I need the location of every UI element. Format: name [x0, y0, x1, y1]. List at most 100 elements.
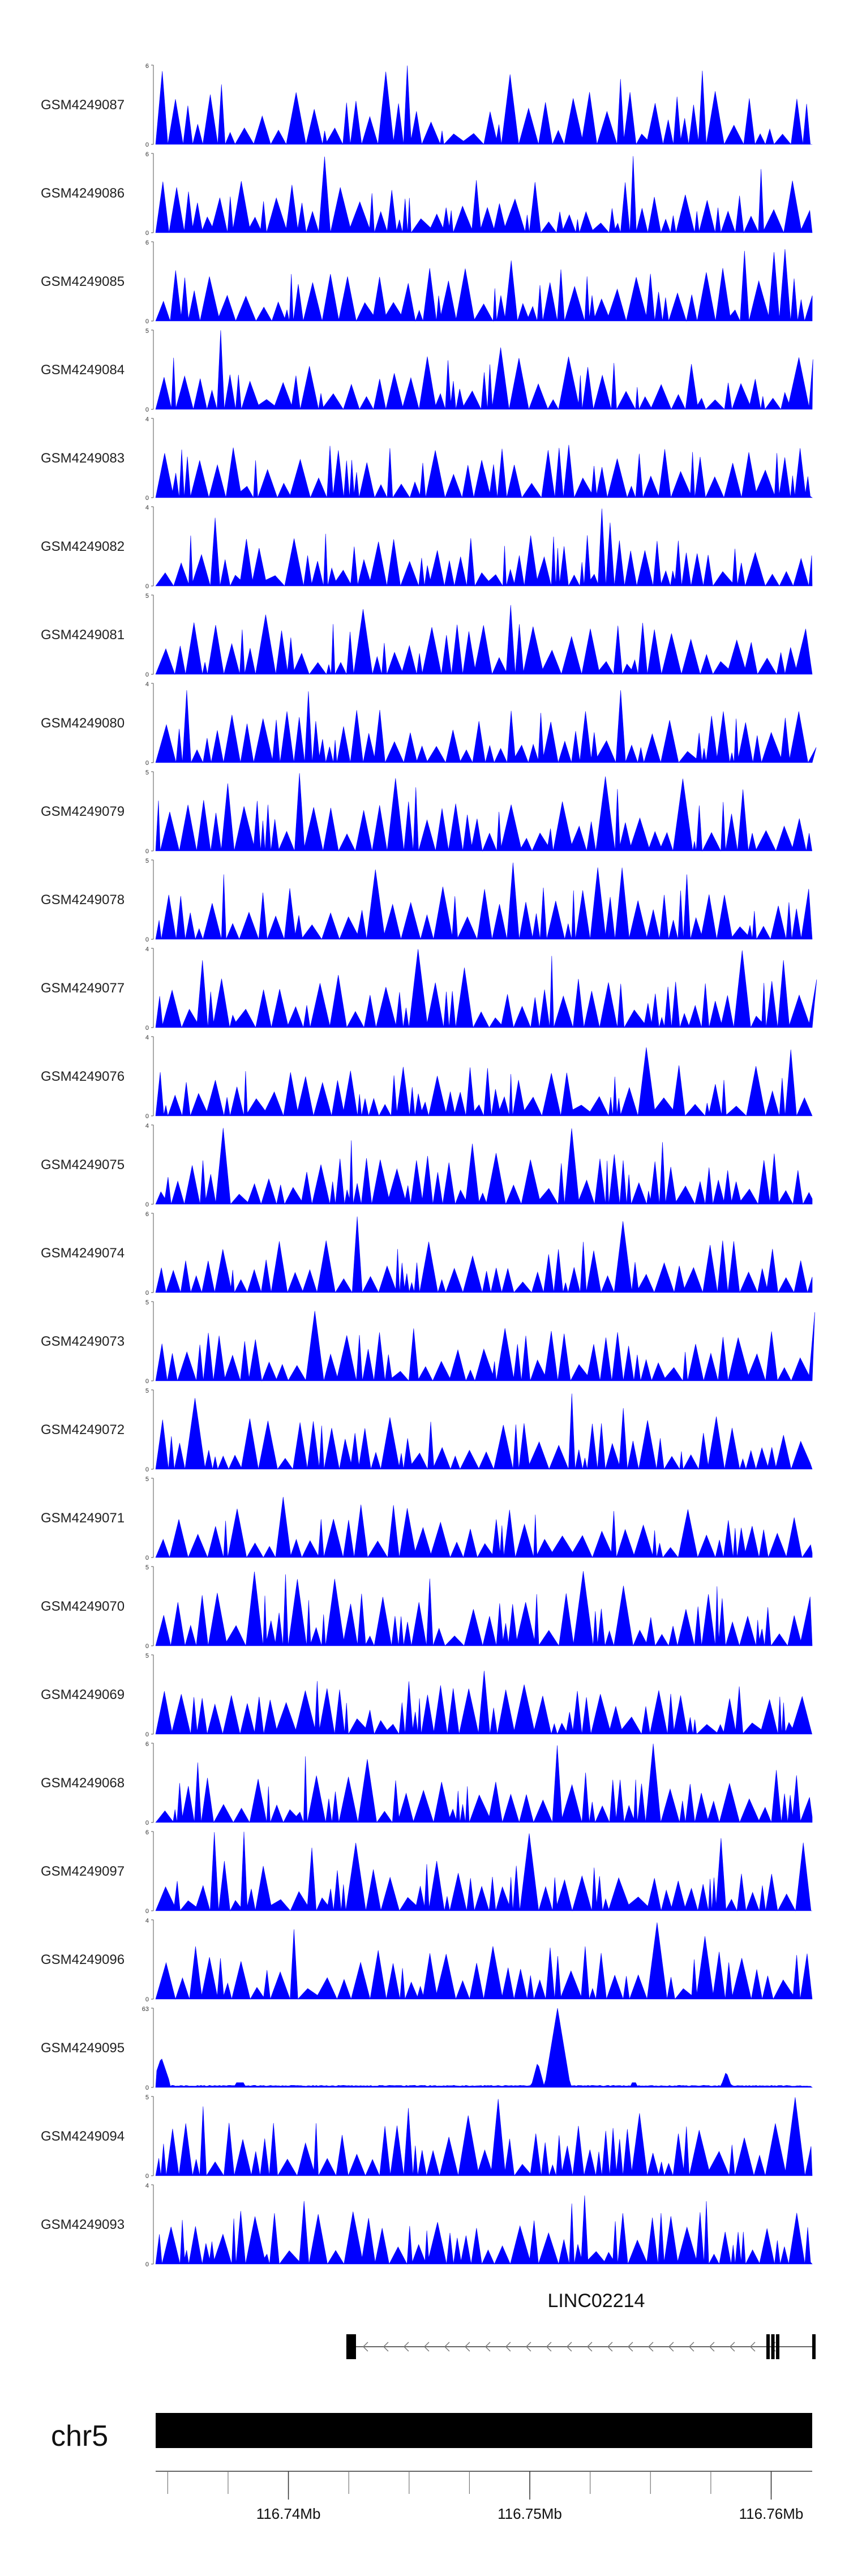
coverage-track: GSM4249084 5 0 — [41, 328, 813, 413]
strand-arrow — [403, 2342, 409, 2352]
coverage-signal — [155, 2097, 813, 2177]
strand-arrow — [464, 2342, 470, 2352]
coverage-signal — [155, 330, 813, 410]
y-tick-label: 0 — [145, 1290, 149, 1296]
coverage-track: GSM4249087 6 0 — [41, 63, 812, 148]
coverage-track: GSM4249077 4 0 — [41, 946, 817, 1032]
coverage-track: GSM4249094 5 0 — [41, 2094, 813, 2180]
chromosome-band — [156, 2413, 812, 2448]
track-label: GSM4249071 — [41, 1510, 125, 1526]
coverage-track: GSM4249079 5 0 — [41, 769, 812, 855]
track-label: GSM4249087 — [41, 97, 125, 113]
coverage-signal — [155, 1922, 813, 2000]
y-tick-label: 4 — [145, 1034, 149, 1041]
y-tick-label: 5 — [145, 769, 149, 776]
track-label: GSM4249078 — [41, 892, 125, 908]
y-tick-label: 6 — [145, 239, 149, 246]
gene-exon — [776, 2334, 780, 2359]
gene-exon — [812, 2334, 816, 2359]
gene-exon — [771, 2334, 775, 2359]
strand-arrow — [709, 2342, 715, 2352]
strand-arrow — [362, 2342, 368, 2352]
coverage-track: GSM4249097 6 0 — [41, 1829, 812, 1915]
y-tick-label: 5 — [145, 1653, 149, 1659]
coverage-track: GSM4249073 5 0 — [41, 1299, 815, 1385]
coverage-signal — [155, 65, 812, 146]
coverage-signal — [155, 1128, 813, 1205]
strand-arrow — [505, 2342, 511, 2352]
strand-arrow — [383, 2342, 389, 2352]
coverage-track: GSM4249096 4 0 — [41, 1918, 813, 2003]
coverage-track: GSM4249085 6 0 — [41, 239, 813, 325]
strand-arrow — [423, 2342, 430, 2352]
coverage-signal — [155, 1571, 813, 1647]
gene-label: LINC02214 — [547, 2290, 645, 2312]
genome-axis-tick-label: 116.76Mb — [739, 2505, 804, 2522]
genome-axis-tick-label: 116.74Mb — [256, 2505, 321, 2522]
track-label: GSM4249086 — [41, 186, 125, 201]
track-label: GSM4249074 — [41, 1246, 125, 1261]
genome-axis: 116.74Mb 116.75Mb 116.76Mb — [156, 2471, 812, 2522]
y-tick-label: 0 — [145, 1378, 149, 1385]
coverage-signal — [155, 605, 813, 675]
y-tick-label: 4 — [145, 416, 149, 423]
gene-exon — [766, 2334, 770, 2359]
coverage-signal — [155, 1047, 813, 1117]
coverage-track: GSM4249083 4 0 — [41, 416, 813, 502]
coverage-signal — [155, 949, 817, 1029]
coverage-signal — [155, 862, 813, 940]
strand-arrow — [749, 2342, 756, 2352]
coverage-track: GSM4249070 5 0 — [41, 1564, 813, 1650]
y-tick-label: 0 — [145, 2085, 149, 2091]
y-tick-label: 6 — [145, 151, 149, 158]
y-tick-label: 0 — [145, 1643, 149, 1650]
y-tick-label: 4 — [145, 1123, 149, 1129]
y-tick-label: 6 — [145, 1829, 149, 1836]
y-tick-label: 0 — [145, 1820, 149, 1826]
strand-arrow — [566, 2342, 572, 2352]
coverage-signal — [155, 1743, 813, 1824]
coverage-signal — [155, 1216, 813, 1294]
coverage-track: GSM4249068 6 0 — [41, 1741, 813, 1826]
coverage-signal — [155, 2195, 813, 2265]
y-tick-label: 5 — [145, 2094, 149, 2101]
y-tick-label: 0 — [145, 936, 149, 943]
track-label: GSM4249083 — [41, 451, 125, 466]
y-tick-label: 5 — [145, 593, 149, 600]
genome-axis-tick-label: 116.75Mb — [498, 2505, 562, 2522]
gene-track: LINC02214 — [346, 2290, 816, 2359]
coverage-signal — [155, 1393, 813, 1470]
coverage-signal — [155, 249, 813, 322]
y-tick-label: 0 — [145, 1201, 149, 1208]
track-label: GSM4249070 — [41, 1599, 125, 1614]
coverage-track: GSM4249069 5 0 — [41, 1653, 812, 1738]
coverage-track: GSM4249078 5 0 — [41, 858, 813, 943]
y-tick-label: 0 — [145, 1908, 149, 1915]
y-tick-label: 0 — [145, 495, 149, 502]
coverage-signal — [155, 690, 817, 764]
track-label: GSM4249076 — [41, 1069, 125, 1084]
track-label: GSM4249094 — [41, 2129, 125, 2144]
track-label: GSM4249093 — [41, 2217, 125, 2232]
strand-arrow — [688, 2342, 694, 2352]
coverage-track: GSM4249071 5 0 — [41, 1476, 813, 1561]
strand-arrow — [627, 2342, 633, 2352]
y-tick-label: 6 — [145, 1741, 149, 1748]
y-tick-label: 0 — [145, 583, 149, 590]
coverage-signal — [155, 2008, 813, 2088]
track-label: GSM4249082 — [41, 539, 125, 554]
y-tick-label: 0 — [145, 230, 149, 237]
chromosome-ideogram: chr5 — [51, 2413, 812, 2453]
coverage-signal — [155, 1671, 812, 1735]
track-label: GSM4249079 — [41, 804, 125, 819]
track-label: GSM4249081 — [41, 627, 125, 643]
y-tick-label: 5 — [145, 1388, 149, 1394]
coverage-signal — [155, 773, 812, 852]
y-tick-label: 0 — [145, 2173, 149, 2180]
y-tick-label: 6 — [145, 63, 149, 70]
y-tick-label: 5 — [145, 328, 149, 335]
strand-arrow — [525, 2342, 531, 2352]
track-label: GSM4249073 — [41, 1334, 125, 1349]
coverage-track: GSM4249074 6 0 — [41, 1211, 813, 1296]
